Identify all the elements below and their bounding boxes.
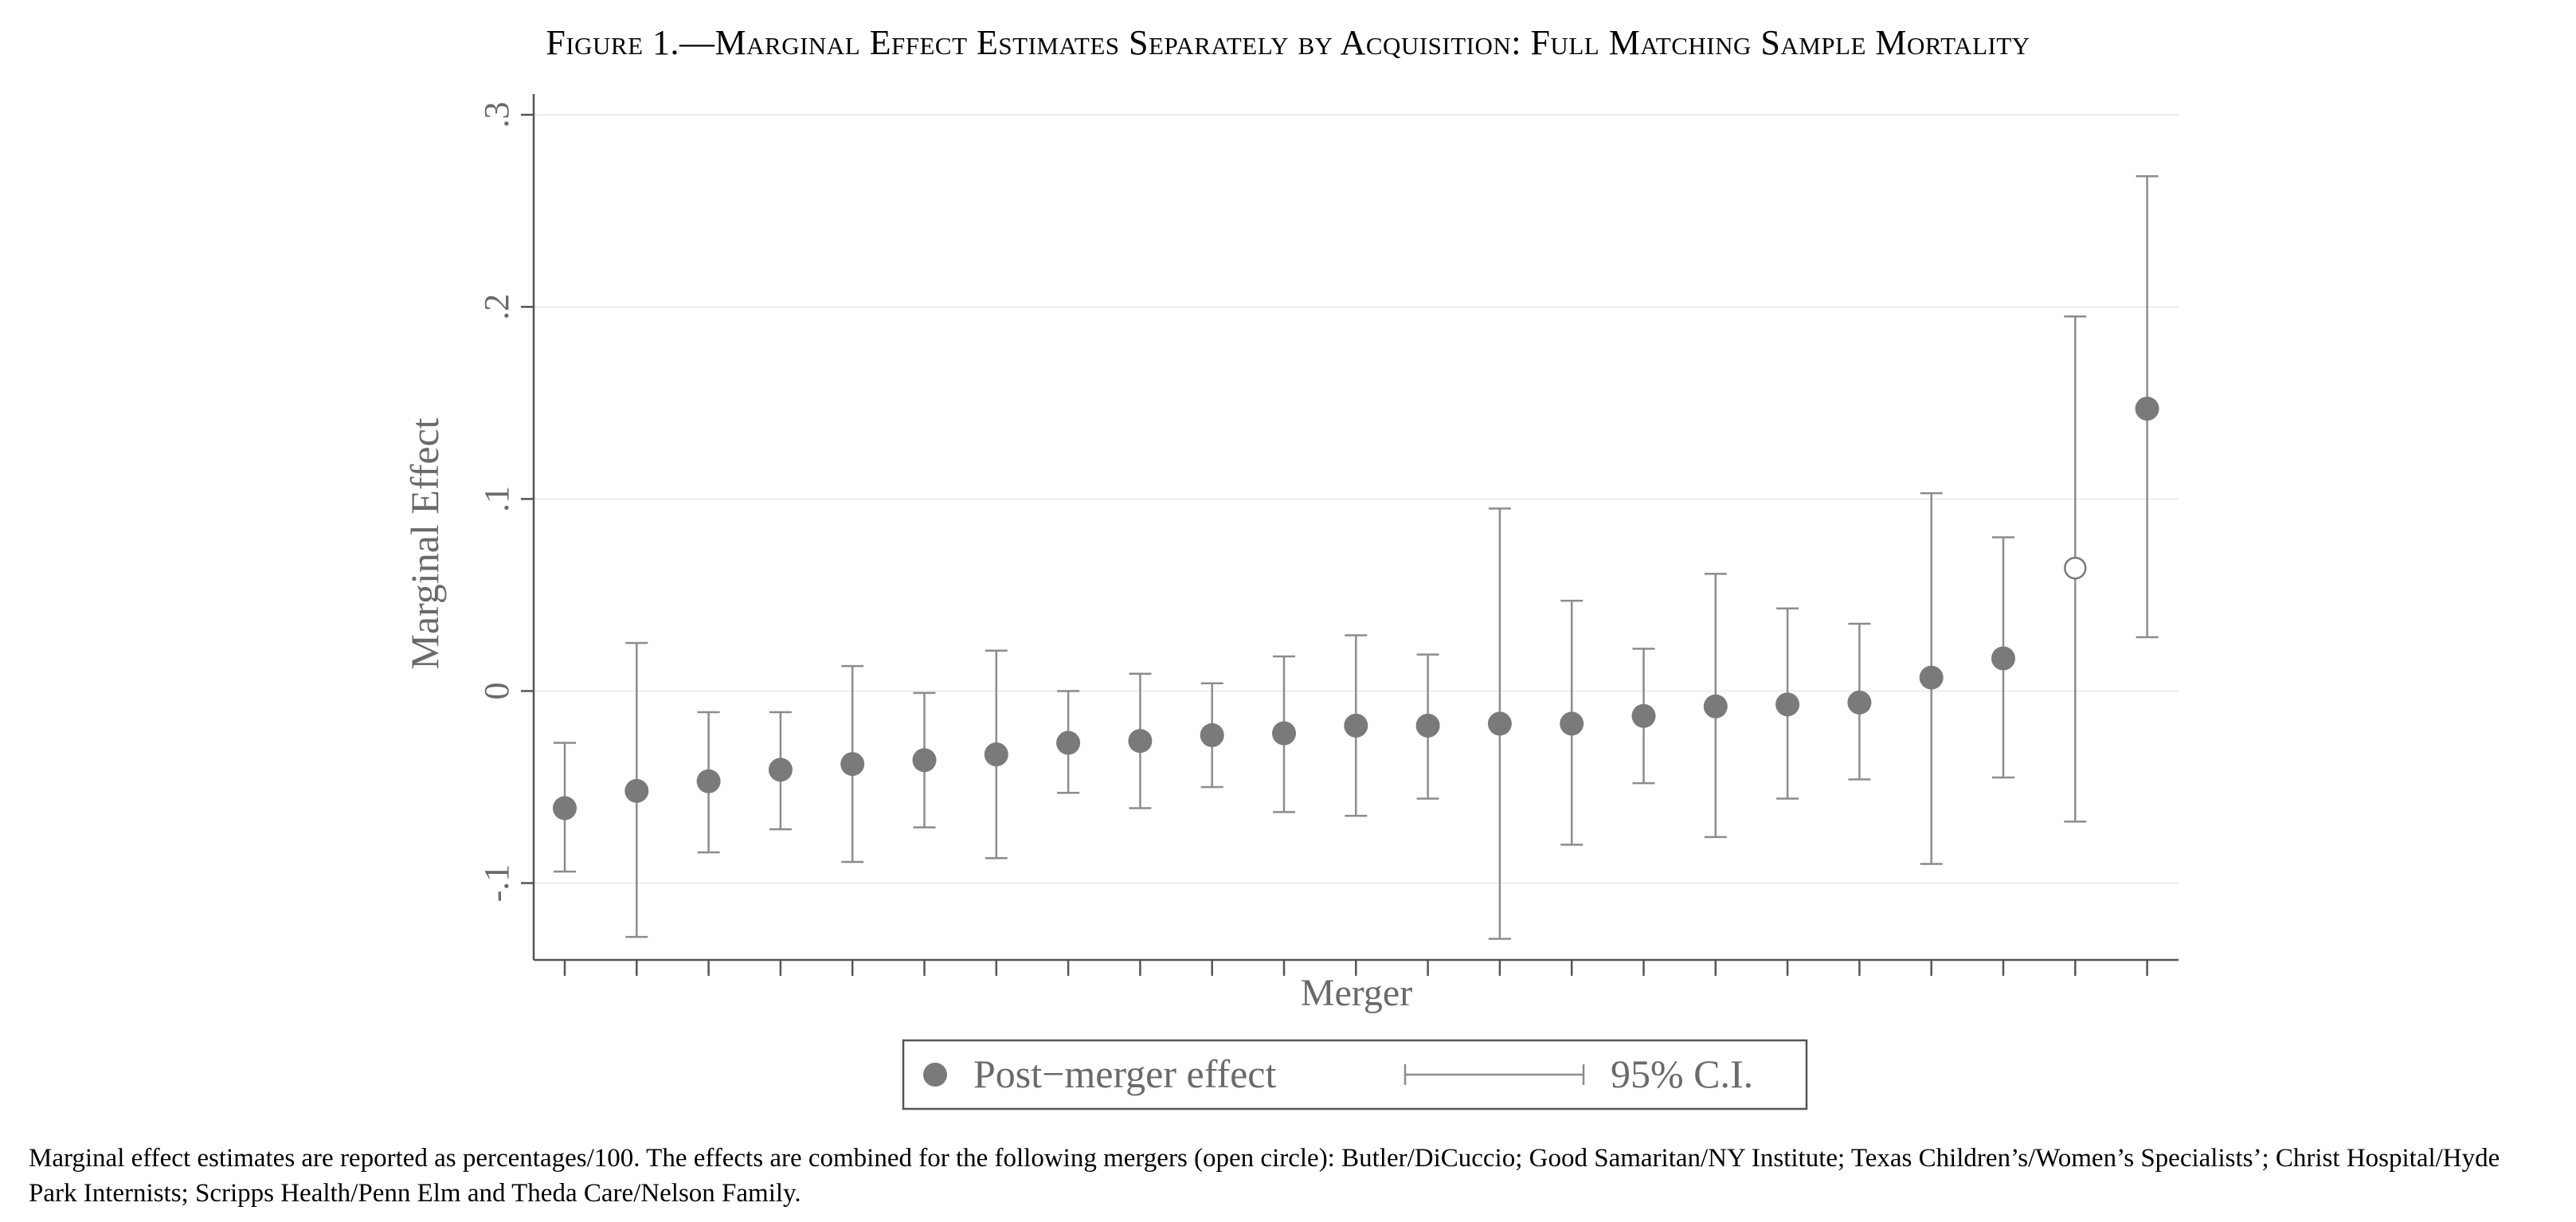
y-tick-label: .1 — [477, 486, 516, 512]
point-marker — [624, 778, 649, 803]
point-marker — [2135, 397, 2159, 421]
legend: Post−merger effect 95% C.I. — [902, 1039, 1808, 1110]
point-marker — [840, 752, 865, 777]
point-marker — [1200, 723, 1224, 747]
point-marker — [1487, 711, 1512, 736]
point-marker — [696, 769, 721, 793]
y-axis-label: Marginal Effect — [402, 417, 447, 669]
y-tick-label: -.1 — [477, 864, 516, 903]
legend-label-ci: 95% C.I. — [1611, 1052, 1753, 1096]
figure-note: Marginal effect estimates are reported a… — [29, 1144, 2500, 1208]
x-ticks — [563, 960, 2148, 976]
point-marker — [984, 742, 1008, 767]
point-marker — [1415, 713, 1440, 738]
figure-title: Figure 1.—Marginal Effect Estimates Sepa… — [546, 23, 2030, 62]
point-marker — [1631, 703, 1656, 728]
x-axis-label: Merger — [1301, 972, 1412, 1014]
legend-label-estimate: Post−merger effect — [973, 1052, 1277, 1096]
point-marker — [1128, 729, 1153, 754]
point-marker — [912, 748, 937, 773]
confidence-intervals — [554, 175, 2159, 940]
point-marker — [1703, 694, 1728, 719]
open-circle-marker — [2064, 556, 2087, 580]
chart: -.1 0 .1 .2 .3 Marginal Effect Merger Post−m… — [402, 94, 2179, 1110]
y-tick-label: .3 — [477, 102, 516, 128]
point-marker — [1847, 690, 1872, 715]
legend-box — [902, 1039, 1808, 1110]
point-marker — [1056, 730, 1081, 755]
point-marker — [768, 758, 793, 782]
y-tick-label: .2 — [477, 294, 516, 320]
y-tick-label: 0 — [477, 682, 516, 699]
point-marker — [1919, 665, 1944, 690]
y-ticks: -.1 0 .1 .2 .3 — [477, 102, 534, 903]
point-estimates — [553, 397, 2159, 821]
point-marker — [1560, 711, 1584, 736]
point-marker — [1991, 646, 2015, 671]
point-marker — [1272, 721, 1296, 746]
legend-marker-filled-circle — [923, 1063, 947, 1087]
point-marker — [1344, 713, 1368, 738]
point-marker — [553, 796, 577, 821]
point-marker — [1775, 692, 1800, 717]
